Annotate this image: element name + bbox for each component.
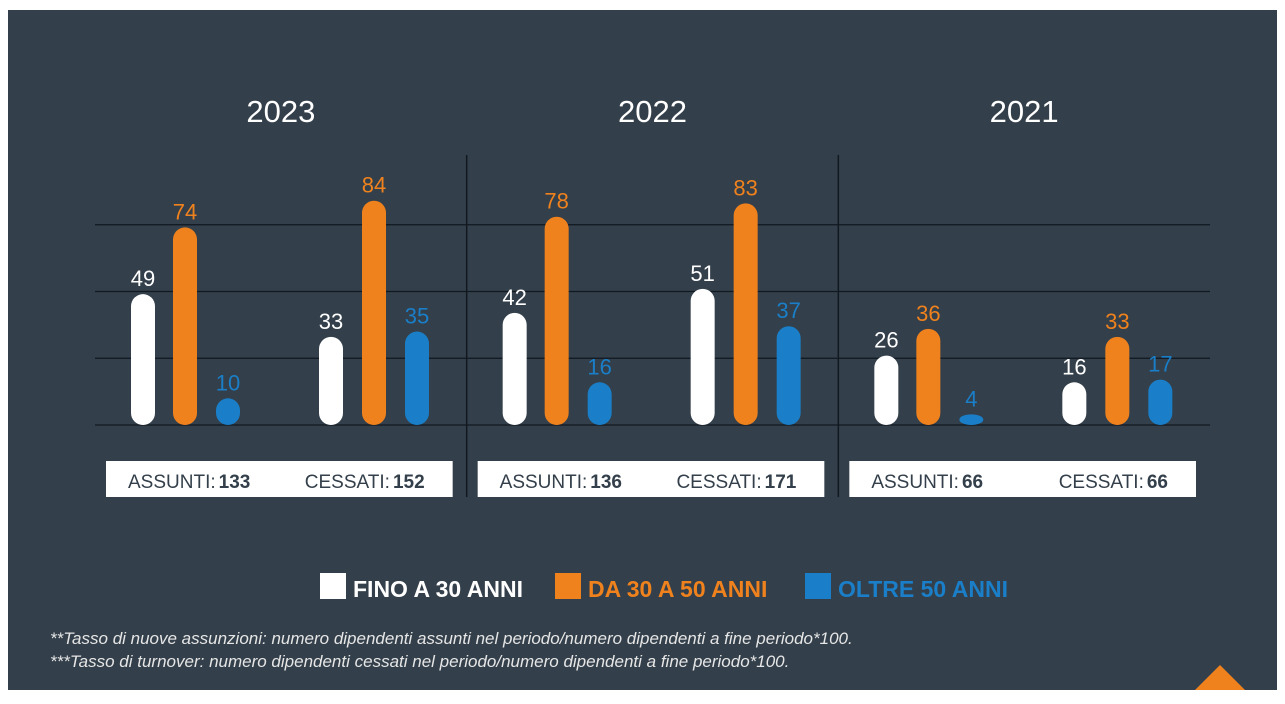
footnote: ***Tasso di turnover: numero dipendenti … — [50, 652, 789, 671]
bar — [173, 227, 197, 425]
category-label: ASSUNTI: — [500, 472, 588, 493]
bar — [502, 312, 527, 425]
value-label: 83 — [733, 175, 757, 200]
value-label: 16 — [587, 354, 611, 379]
value-label: 33 — [319, 309, 343, 334]
panel-title: 2022 — [618, 94, 687, 129]
bar — [733, 203, 758, 425]
bar — [1105, 336, 1130, 425]
bar — [1148, 379, 1173, 425]
total-label: CESSATI: 171 — [676, 472, 796, 493]
value-label: 51 — [690, 261, 714, 286]
bar — [544, 216, 569, 425]
total-value: 136 — [590, 472, 622, 493]
category-label: ASSUNTI: — [871, 472, 959, 493]
value-label: 35 — [405, 304, 429, 329]
total-value: 171 — [765, 472, 797, 493]
bar — [690, 288, 715, 425]
total-label: ASSUNTI: 66 — [871, 472, 983, 493]
legend-label: DA 30 A 50 ANNI — [588, 576, 767, 602]
legend-label: FINO A 30 ANNI — [353, 576, 523, 602]
total-value: 66 — [1147, 472, 1168, 493]
panel-title: 2021 — [990, 94, 1059, 129]
value-label: 36 — [916, 301, 940, 326]
category-label: ASSUNTI: — [128, 472, 216, 493]
bar — [916, 328, 941, 425]
value-label: 33 — [1105, 309, 1129, 334]
totals-box — [849, 461, 1196, 497]
totals-box — [106, 461, 453, 497]
bar — [362, 200, 386, 425]
legend-swatch — [555, 573, 581, 599]
bar — [959, 414, 984, 425]
bar — [587, 382, 612, 425]
bar — [874, 355, 899, 425]
bar — [405, 331, 429, 425]
total-label: ASSUNTI: 133 — [128, 472, 250, 493]
value-label: 78 — [544, 189, 568, 214]
bar — [216, 398, 240, 425]
value-label: 10 — [216, 370, 240, 395]
value-label: 49 — [131, 266, 155, 291]
value-label: 16 — [1062, 354, 1086, 379]
bar — [1062, 382, 1087, 425]
category-label: CESSATI: — [305, 472, 390, 493]
legend-label: OLTRE 50 ANNI — [838, 576, 1008, 602]
total-label: CESSATI: 66 — [1059, 472, 1168, 493]
totals-box — [477, 461, 825, 497]
category-label: CESSATI: — [676, 472, 761, 493]
total-label: CESSATI: 152 — [305, 472, 425, 493]
footnote: **Tasso di nuove assunzioni: numero dipe… — [50, 629, 853, 648]
value-label: 26 — [874, 328, 898, 353]
value-label: 84 — [362, 173, 386, 198]
corner-arrow — [1195, 665, 1245, 690]
legend-swatch — [320, 573, 346, 599]
total-value: 152 — [393, 472, 425, 493]
category-label: CESSATI: — [1059, 472, 1144, 493]
background — [8, 10, 1277, 690]
bar — [319, 336, 343, 425]
bar — [776, 326, 801, 425]
total-value: 133 — [219, 472, 251, 493]
legend-swatch — [805, 573, 831, 599]
total-value: 66 — [962, 472, 983, 493]
value-label: 42 — [502, 285, 526, 310]
value-label: 17 — [1148, 352, 1172, 377]
bar — [131, 294, 155, 425]
panel-title: 2023 — [246, 94, 315, 129]
value-label: 37 — [776, 298, 800, 323]
value-label: 74 — [173, 199, 197, 224]
total-label: ASSUNTI: 136 — [500, 472, 622, 493]
value-label: 4 — [965, 386, 977, 411]
